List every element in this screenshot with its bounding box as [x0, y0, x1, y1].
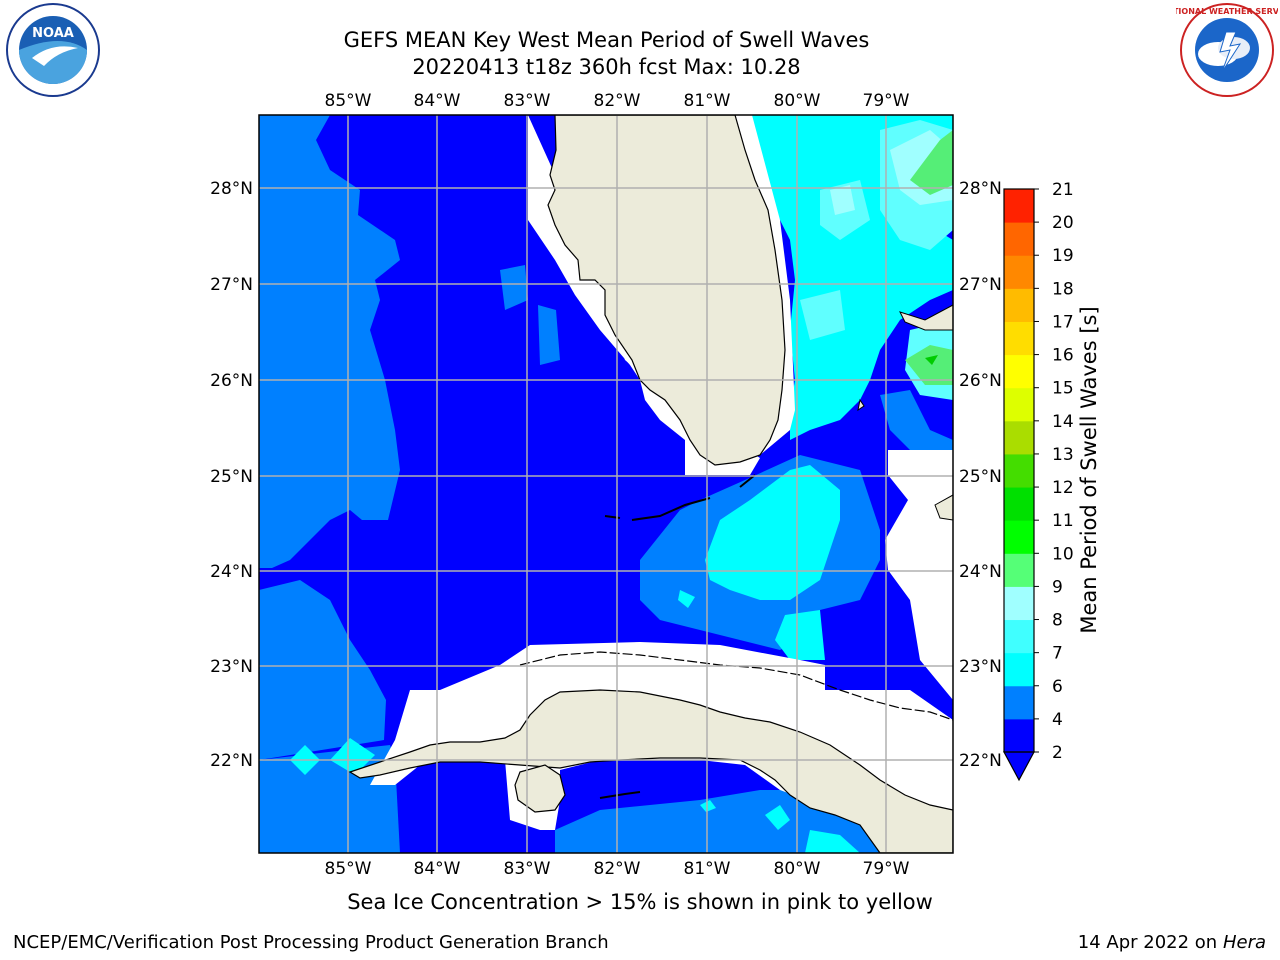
colorbar-swatch	[1004, 487, 1034, 521]
map-subtitle: 20220413 t18z 360h fcst Max: 10.28	[412, 55, 801, 79]
colorbar-swatch	[1004, 553, 1034, 587]
lon-label: 81°W	[684, 91, 731, 111]
lon-label: 80°W	[774, 859, 821, 879]
lat-label: 23°N	[959, 657, 1002, 677]
lat-label: 25°N	[210, 467, 253, 487]
lat-labels-left: 28°N 27°N 26°N 25°N 24°N 23°N 22°N	[210, 179, 253, 771]
lon-label: 84°W	[414, 91, 461, 111]
lat-labels-right: 28°N 27°N 26°N 25°N 24°N 23°N 22°N	[959, 179, 1002, 771]
lat-label: 27°N	[959, 275, 1002, 295]
lon-labels-bottom: 85°W 84°W 83°W 82°W 81°W 80°W 79°W	[325, 859, 910, 879]
colorbar-swatch	[1004, 387, 1034, 422]
map-frame	[258, 114, 954, 854]
cuba-north-coast	[519, 651, 953, 721]
colorbar-swatches	[1004, 189, 1034, 753]
lon-label: 83°W	[504, 859, 551, 879]
colorbar-swatch	[1004, 453, 1034, 488]
colorbar-swatch	[1004, 685, 1034, 720]
colorbar-tick-label: 4	[1052, 710, 1063, 730]
noaa-logo-text: NOAA	[32, 26, 74, 41]
footer-date-text: 14 Apr 2022 on	[1077, 932, 1223, 953]
colorbar-tick-label: 7	[1052, 644, 1063, 664]
lon-label: 83°W	[504, 91, 551, 111]
colorbar-tick-label: 16	[1052, 346, 1074, 366]
lat-label: 24°N	[959, 562, 1002, 582]
lat-label: 24°N	[210, 562, 253, 582]
colorbar-tick-label: 11	[1052, 511, 1074, 531]
footer-date: 14 Apr 2022 on Hera	[1078, 932, 1266, 953]
colorbar-swatch	[1004, 255, 1034, 289]
colorbar-frame	[1003, 188, 1035, 753]
lat-label: 25°N	[959, 467, 1002, 487]
lon-label: 80°W	[774, 91, 821, 111]
nws-logo-text: NATIONAL WEATHER SERVICE	[1176, 7, 1278, 16]
lat-label: 22°N	[959, 751, 1002, 771]
footer-host: Hera	[1222, 932, 1266, 953]
colorbar-tick-label: 20	[1052, 213, 1074, 233]
colorbar-tick-label: 18	[1052, 279, 1074, 299]
nws-logo: NATIONAL WEATHER SERVICE	[1176, 3, 1278, 97]
florida-land	[547, 115, 786, 466]
colorbar-tick-label: 19	[1052, 246, 1074, 266]
lon-label: 85°W	[325, 91, 372, 111]
lat-label: 28°N	[210, 179, 253, 199]
colorbar-tick-label: 8	[1052, 611, 1063, 631]
colorbar-swatch	[1004, 354, 1034, 389]
lat-label: 27°N	[210, 275, 253, 295]
colorbar-swatch	[1004, 222, 1034, 256]
map-title: GEFS MEAN Key West Mean Period of Swell …	[343, 28, 870, 52]
colorbar-tick-label: 14	[1052, 412, 1074, 432]
lat-label: 26°N	[959, 371, 1002, 391]
colorbar-swatch	[1004, 619, 1034, 654]
lon-label: 84°W	[414, 859, 461, 879]
lat-label: 23°N	[210, 657, 253, 677]
lon-label: 79°W	[863, 91, 910, 111]
lat-label: 28°N	[959, 179, 1002, 199]
colorbar-swatch	[1004, 652, 1034, 687]
colorbar-tick-label: 21	[1052, 180, 1074, 200]
sea-ice-note: Sea Ice Concentration > 15% is shown in …	[347, 890, 933, 914]
lat-label: 22°N	[210, 751, 253, 771]
cuba-south-cays	[599, 791, 641, 799]
period-band-10-11	[925, 355, 938, 365]
colorbar-tick-label: 13	[1052, 445, 1074, 465]
colorbar-tick-label: 9	[1052, 577, 1063, 597]
footer-credit: NCEP/EMC/Verification Post Processing Pr…	[13, 932, 609, 953]
colorbar-tick-label: 10	[1052, 544, 1074, 564]
colorbar-swatch	[1004, 189, 1034, 223]
colorbar-tick-label: 2	[1052, 743, 1063, 763]
lon-label: 79°W	[863, 859, 910, 879]
lon-label: 85°W	[325, 859, 372, 879]
colorbar-swatch	[1004, 321, 1034, 356]
bahamas-land-south	[934, 494, 953, 521]
lat-label: 26°N	[210, 371, 253, 391]
bahamas-land	[899, 304, 953, 331]
cuba-land	[348, 689, 953, 853]
colorbar-swatch	[1004, 718, 1034, 753]
colorbar-tick-label: 12	[1052, 478, 1074, 498]
period-band-9-10	[905, 130, 953, 385]
colorbar-tick-label: 6	[1052, 677, 1063, 697]
colorbar-tick-label: 15	[1052, 379, 1074, 399]
lon-labels-top: 85°W 84°W 83°W 82°W 81°W 80°W 79°W	[325, 91, 910, 111]
map-gridlines	[259, 115, 953, 853]
colorbar-tick-label: 17	[1052, 312, 1074, 332]
colorbar-extend-arrow	[1002, 751, 1036, 782]
colorbar-swatch	[1004, 420, 1034, 455]
noaa-logo: NOAA	[6, 3, 100, 97]
colorbar-swatch	[1004, 586, 1034, 621]
lon-label: 81°W	[684, 859, 731, 879]
bimini-island	[857, 398, 865, 412]
lon-label: 82°W	[594, 91, 641, 111]
colorbar-swatch	[1004, 520, 1034, 554]
colorbar-ticks: 2 4 6 7 8 9 10 11 12 13 14 15 16 17 18 19 20 21	[1034, 180, 1074, 763]
colorbar-label: Mean Period of Swell Waves [s]	[1077, 306, 1101, 633]
colorbar: 2 4 6 7 8 9 10 11 12 13 14 15 16 17 18 19 20 21 Mean Peri…	[1002, 180, 1101, 782]
colorbar-swatch	[1004, 288, 1034, 322]
lon-label: 82°W	[594, 859, 641, 879]
